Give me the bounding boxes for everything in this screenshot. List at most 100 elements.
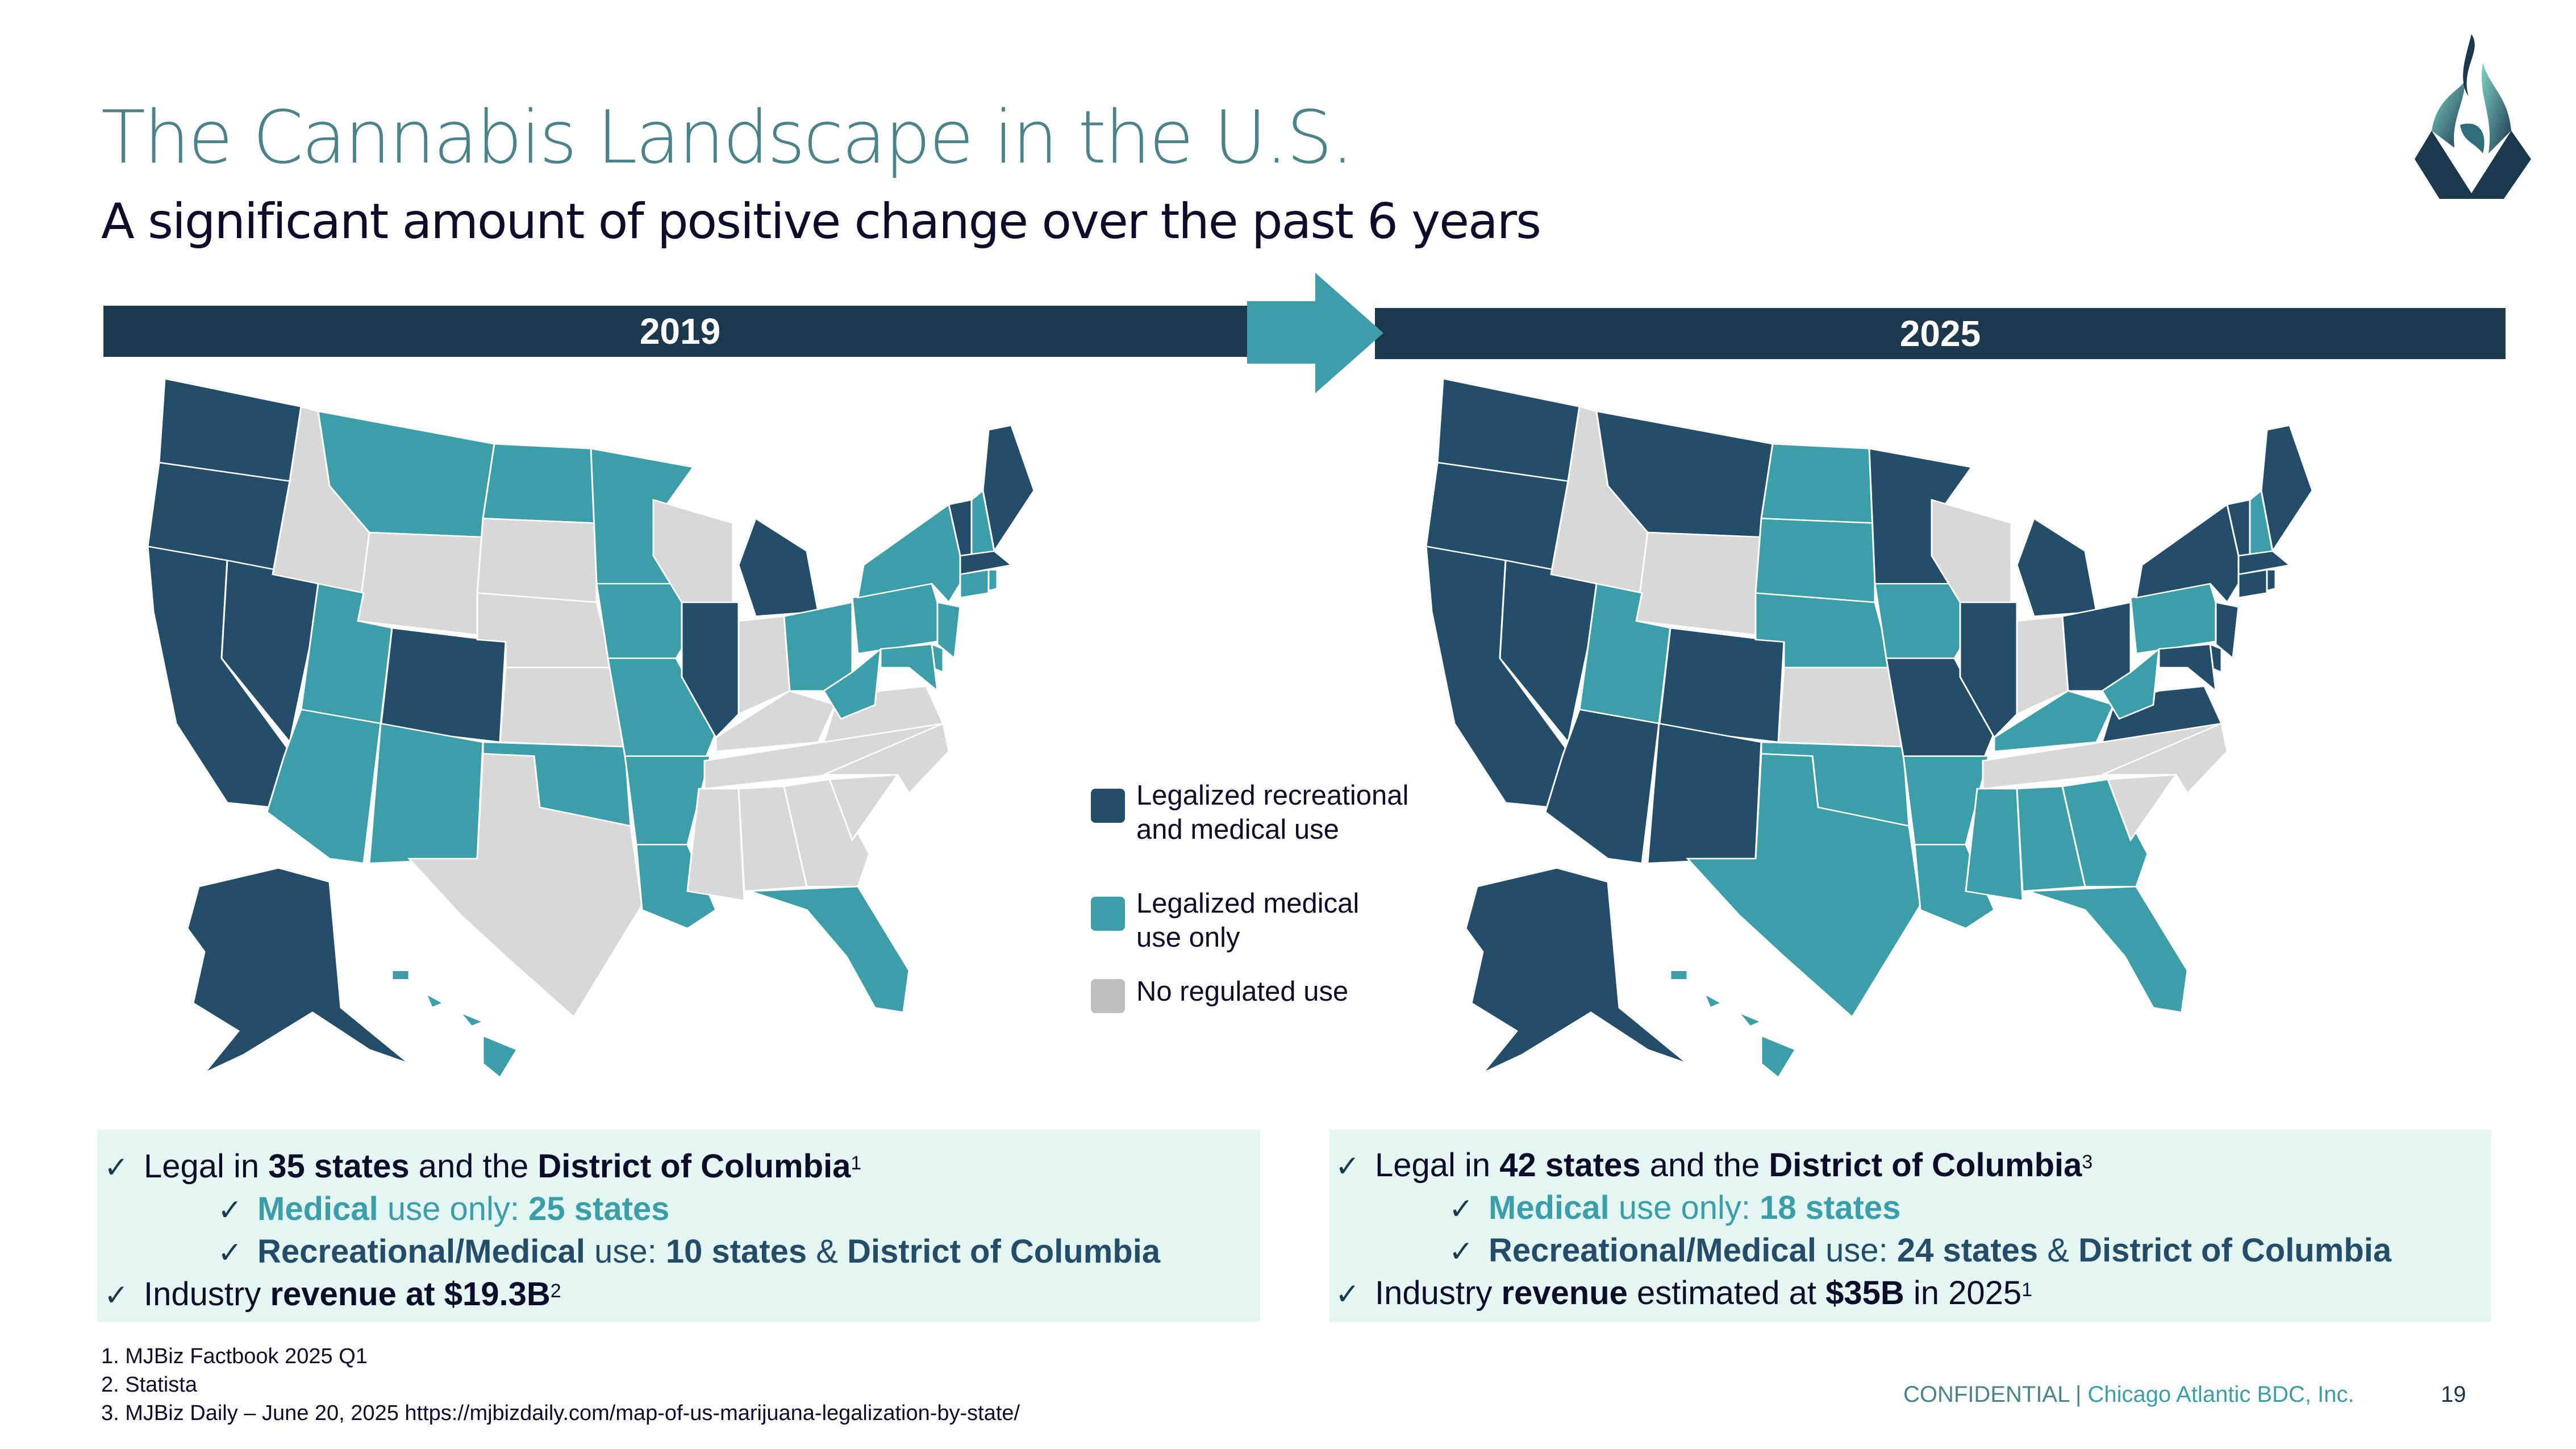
legend-label: use only	[1136, 922, 1240, 953]
legend-label: and medical use	[1136, 814, 1339, 845]
state-ND	[1760, 443, 1876, 524]
page-title: The Cannabis Landscape in the U.S.	[101, 95, 1354, 180]
state-IL	[1959, 601, 2018, 739]
summary-line-legal-states: ✓ Legal in 35 states and the District of …	[104, 1147, 861, 1188]
state-GA	[2061, 778, 2149, 888]
summary-line-legal-states: ✓ Legal in 42 states and the District of …	[1335, 1146, 2093, 1186]
state-NC	[2102, 722, 2228, 795]
chevron-right-arrow-icon	[1247, 273, 1383, 393]
state-MI	[2016, 517, 2098, 617]
state-KS	[1777, 667, 1904, 748]
state-SD	[476, 518, 598, 603]
legend-label: No regulated use	[1136, 976, 1349, 1007]
legend-label: Legalized recreational	[1136, 780, 1409, 811]
flame-logo-icon	[2415, 34, 2531, 199]
check-icon: ✓	[1449, 1193, 1474, 1226]
check-icon: ✓	[218, 1194, 243, 1227]
state-NM	[1647, 722, 1762, 864]
legend-swatch-recreational	[1091, 789, 1125, 823]
state-MA	[959, 550, 1013, 576]
check-icon: ✓	[1335, 1150, 1360, 1183]
state-IL	[681, 601, 740, 739]
confidential-label: CONFIDENTIAL |	[1903, 1382, 2088, 1407]
state-NY	[2135, 503, 2245, 604]
check-icon: ✓	[1449, 1235, 1474, 1268]
legend-item-recreational: Legalized recreational and medical use	[1091, 778, 1408, 847]
company-name: Chicago Atlantic BDC, Inc.	[2087, 1382, 2354, 1407]
state-ND	[482, 443, 598, 524]
state-NY	[857, 503, 967, 604]
state-MS	[686, 788, 745, 902]
state-RI	[2266, 569, 2277, 592]
state-ME	[2260, 424, 2314, 553]
check-icon: ✓	[1335, 1278, 1360, 1311]
summary-line-revenue: ✓ Industry revenue estimated at $35B in 2…	[1335, 1273, 2032, 1314]
state-WY	[357, 531, 484, 636]
check-icon: ✓	[104, 1279, 129, 1312]
state-CO	[380, 627, 507, 743]
legend-label: Legalized medical	[1136, 888, 1360, 919]
state-CO	[1658, 627, 1785, 743]
timeline-bar-2025: 2025	[1375, 308, 2506, 359]
footnote: 2. Statista	[101, 1373, 197, 1397]
state-ME	[982, 424, 1035, 553]
state-MI	[737, 517, 819, 617]
state-SD	[1754, 518, 1876, 603]
state-CT	[2237, 569, 2268, 599]
page-number: 19	[2441, 1382, 2466, 1407]
check-icon: ✓	[218, 1236, 243, 1269]
year-label-2025: 2025	[1899, 313, 1981, 354]
state-TX	[1686, 753, 1921, 1018]
footnote[interactable]: 3. MJBiz Daily – June 20, 2025 https://m…	[101, 1401, 1020, 1425]
state-AK	[1465, 867, 1689, 1074]
state-HI	[391, 969, 410, 981]
state-NJ	[2215, 601, 2240, 660]
state-KY	[715, 690, 836, 752]
state-HI	[1669, 969, 1689, 981]
state-HI	[482, 1034, 519, 1079]
footnote: 1. MJBiz Factbook 2025 Q1	[101, 1344, 368, 1368]
state-TX	[407, 753, 643, 1018]
state-MD	[879, 643, 939, 693]
state-MS	[1965, 788, 2024, 902]
check-icon: ✓	[104, 1151, 129, 1184]
state-WV	[2101, 647, 2160, 720]
summary-line-medical: ✓ Medical use only: 18 states	[1449, 1188, 1900, 1229]
legend-item-none: No regulated use	[1091, 975, 1348, 1013]
state-KY	[1993, 690, 2115, 752]
state-HI	[457, 1010, 485, 1027]
state-WV	[823, 647, 882, 720]
state-HI	[1736, 1010, 1764, 1027]
state-MD	[2158, 643, 2217, 693]
summary-line-recreational: ✓ Recreational/Medical use: 10 states & D…	[218, 1232, 1160, 1273]
state-MA	[2237, 550, 2291, 576]
legend-item-medical: Legalized medical use only	[1091, 886, 1359, 955]
state-SC	[828, 773, 899, 842]
us-map-2019	[147, 377, 1035, 1079]
state-AK	[186, 867, 410, 1074]
state-OH	[783, 601, 853, 692]
legend-swatch-none	[1091, 979, 1125, 1013]
timeline-bar-2019: 2019	[103, 306, 1257, 357]
us-map-2025	[1425, 377, 2314, 1079]
state-RI	[987, 569, 998, 592]
state-HI	[1703, 992, 1723, 1009]
state-KS	[499, 667, 626, 748]
footer: CONFIDENTIAL | Chicago Atlantic BDC, Inc…	[1903, 1382, 2354, 1408]
state-HI	[424, 992, 445, 1009]
year-label-2019: 2019	[639, 311, 721, 352]
state-CT	[959, 569, 990, 599]
page-subtitle: A significant amount of positive change …	[101, 193, 1541, 250]
state-NJ	[936, 601, 961, 660]
summary-line-medical: ✓ Medical use only: 25 states	[218, 1189, 669, 1230]
state-NM	[368, 722, 484, 864]
state-FL	[2028, 885, 2189, 1014]
state-FL	[749, 885, 910, 1014]
state-HI	[1760, 1034, 1797, 1079]
state-WY	[1635, 531, 1762, 636]
legend-swatch-medical	[1091, 897, 1125, 931]
state-SC	[2107, 773, 2178, 842]
summary-line-recreational: ✓ Recreational/Medical use: 24 states & D…	[1449, 1231, 2391, 1272]
state-NC	[823, 722, 950, 795]
state-GA	[783, 778, 870, 888]
